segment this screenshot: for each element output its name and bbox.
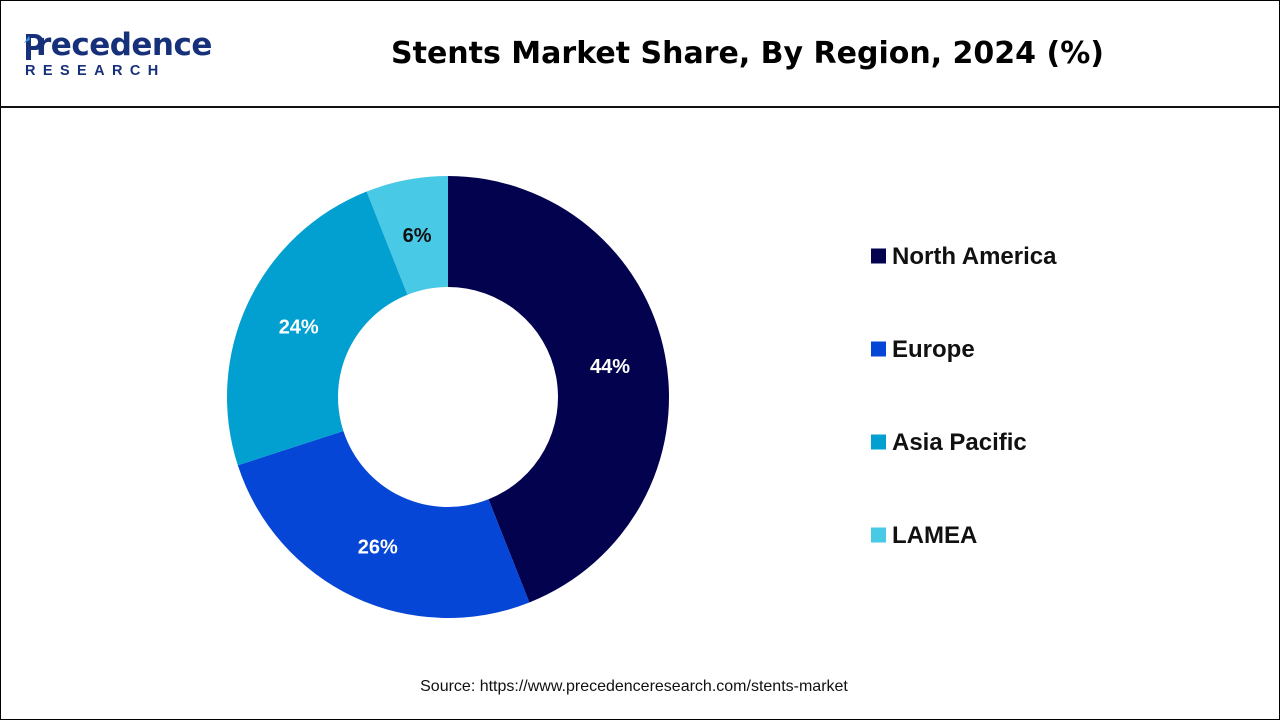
legend-label-asia-pacific: Asia Pacific <box>892 429 1027 456</box>
slice-north-america <box>448 176 670 603</box>
slice-label-asia-pacific: 24% <box>279 317 319 339</box>
header: recedence RESEARCH Stents Market Share, … <box>0 0 1280 108</box>
legend: North America Europe Asia Pacific LAMEA <box>871 243 1057 549</box>
brand-name-bottom: RESEARCH <box>25 63 166 79</box>
donut-slices <box>227 176 670 618</box>
chart-title: Stents Market Share, By Region, 2024 (%) <box>391 36 1104 71</box>
legend-label-europe: Europe <box>892 336 975 363</box>
slice-asia-pacific <box>227 191 408 466</box>
legend-item-lamea: LAMEA <box>871 522 977 549</box>
legend-item-europe: Europe <box>871 336 975 363</box>
legend-swatch-asia-pacific <box>871 434 886 450</box>
legend-swatch-europe <box>871 341 886 357</box>
brand-logo: recedence RESEARCH <box>22 28 212 80</box>
legend-swatch-north-america <box>871 248 886 264</box>
legend-label-lamea: LAMEA <box>892 522 977 549</box>
slice-labels: 44% 26% 24% 6% <box>279 225 631 558</box>
source-note: Source: https://www.precedenceresearch.c… <box>420 678 848 695</box>
brand-name-top: recedence <box>36 27 212 63</box>
slice-europe <box>237 430 530 618</box>
logo-p-mark-icon <box>24 34 43 60</box>
slice-label-europe: 26% <box>358 536 398 558</box>
legend-item-asia-pacific: Asia Pacific <box>871 429 1027 456</box>
legend-label-north-america: North America <box>892 243 1057 270</box>
legend-swatch-lamea <box>871 527 886 543</box>
slice-label-north-america: 44% <box>590 356 630 378</box>
slice-lamea <box>366 176 448 295</box>
slice-label-lamea: 6% <box>403 225 432 247</box>
legend-item-north-america: North America <box>871 243 1057 270</box>
